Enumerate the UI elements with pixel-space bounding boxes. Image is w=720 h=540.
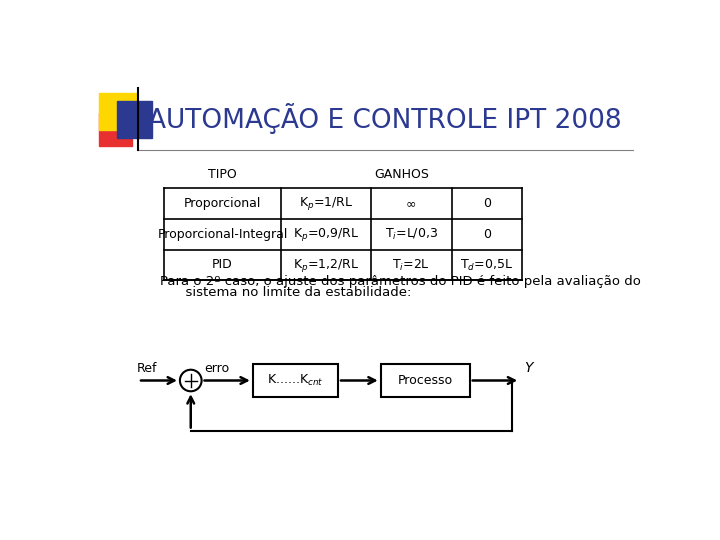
Text: K......K$_{cnt}$: K......K$_{cnt}$ [267, 373, 323, 388]
Text: T$_i$=L/0,3: T$_i$=L/0,3 [384, 227, 438, 242]
Text: Ref: Ref [137, 362, 157, 375]
Text: GANHOS: GANHOS [374, 167, 429, 181]
Text: T$_d$=0,5L: T$_d$=0,5L [460, 258, 513, 273]
Text: T$_i$=2L: T$_i$=2L [392, 258, 430, 273]
Text: K$_p$=1/RL: K$_p$=1/RL [299, 195, 353, 212]
Text: PID: PID [212, 259, 233, 272]
Text: Para o 2º caso, o ajuste dos parâmetros do PID é feito pela avaliação do: Para o 2º caso, o ajuste dos parâmetros … [160, 275, 641, 288]
Text: K$_p$=0,9/RL: K$_p$=0,9/RL [293, 226, 359, 242]
Text: 0: 0 [483, 228, 491, 241]
Text: Processo: Processo [397, 374, 453, 387]
Text: Y: Y [524, 361, 533, 375]
Text: K$_p$=1,2/RL: K$_p$=1,2/RL [293, 256, 359, 273]
Text: AUTOMAÇÃO E CONTROLE IPT 2008: AUTOMAÇÃO E CONTROLE IPT 2008 [148, 103, 622, 134]
Text: erro: erro [204, 362, 230, 375]
Text: Proporcional: Proporcional [184, 197, 261, 210]
Bar [99, 113, 132, 146]
Bar [117, 101, 152, 138]
Bar [381, 364, 469, 397]
Text: ∞: ∞ [406, 197, 416, 210]
Bar [253, 364, 338, 397]
Text: 0: 0 [483, 197, 491, 210]
Text: sistema no limite da estabilidade:: sistema no limite da estabilidade: [160, 286, 411, 299]
Bar [99, 93, 137, 130]
Text: TIPO: TIPO [208, 167, 237, 181]
Text: Proporcional-Integral: Proporcional-Integral [158, 228, 288, 241]
